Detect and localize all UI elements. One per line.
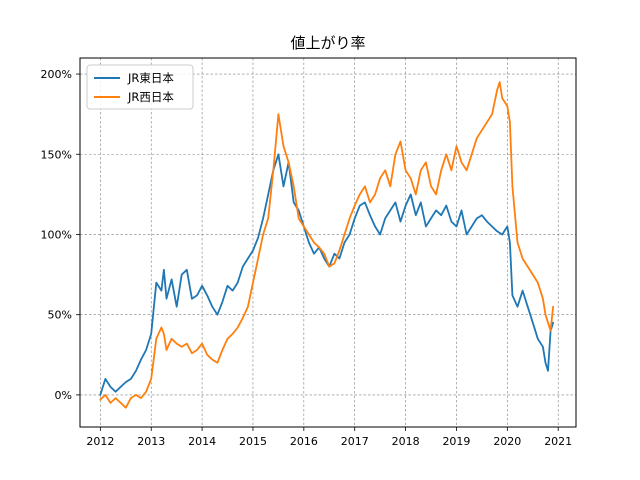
- x-tick-label: 2021: [544, 435, 572, 448]
- x-tick-label: 2014: [188, 435, 216, 448]
- y-tick-label: 150%: [41, 148, 72, 161]
- x-tick-label: 2013: [137, 435, 165, 448]
- series-line-0: [99, 153, 554, 396]
- y-tick-label: 50%: [48, 309, 72, 322]
- x-tick-label: 2017: [341, 435, 369, 448]
- x-axis: 2012 2013 2014 2015 2016 2017 2018 2019 2020 2021: [86, 427, 572, 448]
- legend: JR東日本 JR西日本: [86, 64, 194, 110]
- series-lines: [99, 81, 554, 409]
- plot-area: [80, 58, 576, 427]
- y-axis: 0% 50% 100% 150% 200%: [41, 68, 80, 402]
- legend-label: JR西日本: [127, 90, 174, 104]
- y-tick-label: 100%: [41, 228, 72, 241]
- x-tick-label: 2019: [442, 435, 470, 448]
- y-tick-label: 200%: [41, 68, 72, 81]
- y-tick-label: 0%: [55, 389, 72, 402]
- x-tick-label: 2018: [392, 435, 420, 448]
- chart-title: 値上がり率: [290, 34, 365, 52]
- series-line-1: [99, 81, 554, 409]
- x-tick-label: 2020: [493, 435, 521, 448]
- x-tick-label: 2012: [86, 435, 114, 448]
- plot-border: [79, 57, 577, 428]
- x-tick-label: 2016: [290, 435, 318, 448]
- x-tick-label: 2015: [239, 435, 267, 448]
- legend-label: JR東日本: [127, 71, 174, 85]
